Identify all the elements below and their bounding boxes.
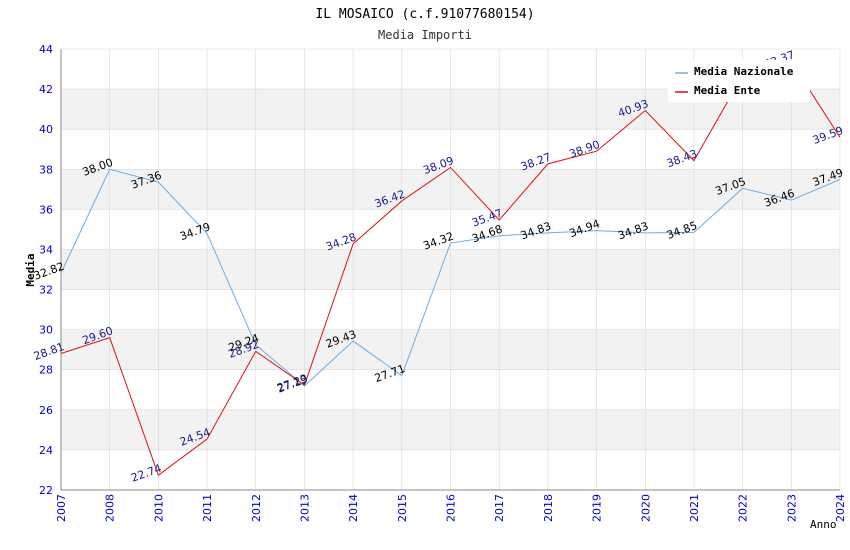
x-tick-label: 2021 [688, 494, 701, 522]
legend-label-ente: Media Ente [694, 84, 761, 97]
y-tick-label: 26 [39, 404, 53, 417]
x-tick-label: 2019 [591, 494, 604, 522]
x-tick-label: 2008 [104, 494, 117, 522]
x-tick-label: 2015 [396, 494, 409, 522]
y-tick-label: 40 [39, 123, 53, 136]
y-tick-label: 34 [39, 243, 53, 256]
x-tick-label: 2016 [445, 494, 458, 522]
x-tick-label: 2017 [493, 494, 506, 522]
x-tick-label: 2013 [298, 494, 311, 522]
series-line-ente [60, 61, 841, 476]
y-tick-label: 32 [39, 284, 53, 297]
y-tick-label: 30 [39, 324, 53, 337]
legend-label-nazionale: Media Nazionale [694, 65, 794, 78]
x-axis-label: Anno [810, 518, 837, 531]
y-tick-label: 24 [39, 444, 53, 457]
axes: 22 24 26 28 30 32 34 36 38 40 42 44 2007 2008 2010 2011… [39, 43, 847, 522]
chart-title: IL MOSAICO (c.f.91077680154) [315, 7, 534, 22]
legend: Media Nazionale Media Ente [668, 60, 810, 102]
y-tick-label: 44 [39, 43, 53, 56]
series-lines [60, 61, 841, 476]
grid [60, 48, 841, 491]
series-line-nazionale [60, 168, 841, 387]
x-tick-label: 2010 [152, 494, 165, 522]
x-tick-label: 2014 [347, 494, 360, 522]
y-tick-label: 38 [39, 163, 53, 176]
legend-box [668, 60, 810, 102]
x-tick-label: 2012 [250, 494, 263, 522]
y-axis-label: Media [24, 253, 37, 286]
y-tick-label: 22 [39, 484, 53, 497]
x-tick-label: 2018 [542, 494, 555, 522]
x-tick-label: 2007 [55, 494, 68, 522]
y-tick-label: 36 [39, 203, 53, 216]
chart-subtitle: Media Importi [378, 28, 472, 42]
y-tick-label: 28 [39, 364, 53, 377]
x-tick-label: 2024 [834, 494, 847, 522]
x-tick-label: 2022 [737, 494, 750, 522]
x-tick-label: 2011 [201, 494, 214, 522]
y-tick-label: 42 [39, 83, 53, 96]
x-tick-label: 2020 [639, 494, 652, 522]
x-tick-label: 2023 [785, 494, 798, 522]
